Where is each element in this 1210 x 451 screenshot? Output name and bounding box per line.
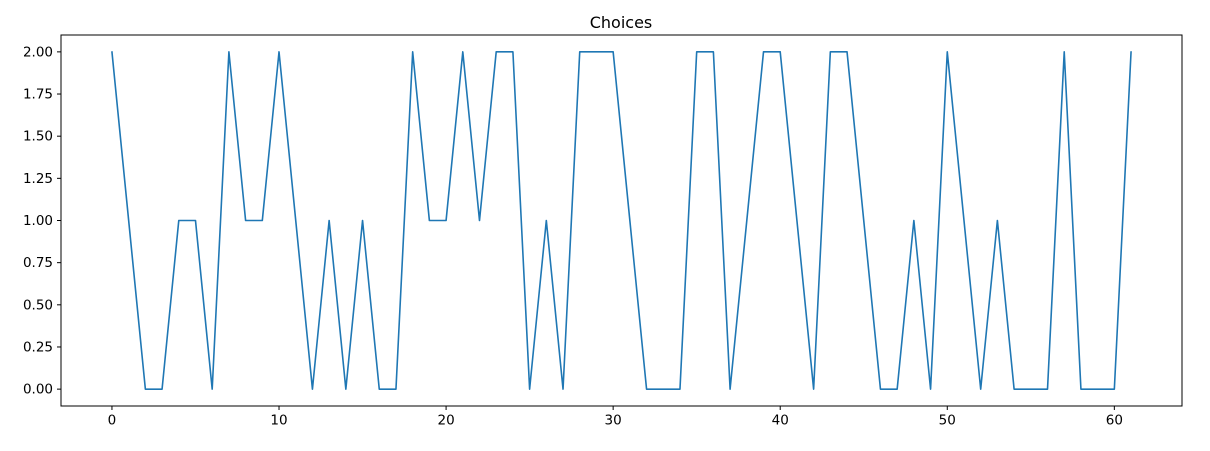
- y-tick-label: 0.75: [23, 255, 53, 271]
- x-tick-label: 50: [939, 413, 956, 429]
- line-series: [111, 51, 1132, 390]
- y-tick-label: 1.50: [23, 129, 53, 145]
- y-tick-label: 1.25: [23, 171, 53, 187]
- y-tick-label: 2.00: [23, 44, 53, 60]
- axes-frame: [60, 34, 1183, 407]
- x-tick-label: 30: [605, 413, 622, 429]
- plot-border: [60, 34, 1183, 407]
- y-tick-label: 0.50: [23, 297, 53, 313]
- y-tick-label: 1.75: [23, 87, 53, 103]
- axes-layer: 0 10 20 30 40 50 60 0.00 0.25 0.50 0.75 1.00 1.25 1.5…: [23, 44, 1123, 428]
- choices-series-line: [111, 51, 1132, 390]
- x-tick-label: 10: [270, 413, 287, 429]
- x-tick-label: 0: [108, 413, 117, 429]
- y-tick-label: 0.00: [23, 382, 53, 398]
- x-tick-label: 40: [772, 413, 789, 429]
- y-tick-label: 0.25: [23, 339, 53, 355]
- y-tick-label: 1.00: [23, 213, 53, 229]
- chart-title: Choices: [590, 13, 653, 32]
- x-tick-label: 20: [437, 413, 454, 429]
- x-tick-label: 60: [1106, 413, 1123, 429]
